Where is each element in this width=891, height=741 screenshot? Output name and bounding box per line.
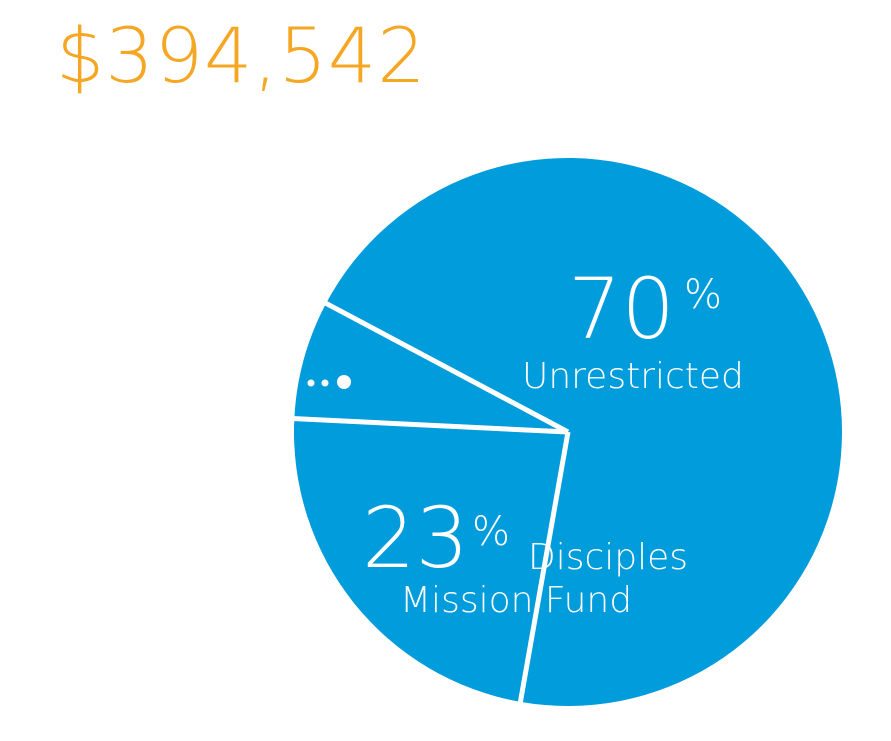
- pie-divider: [323, 300, 570, 435]
- pie-slice-disciples-mission-fund: [293, 418, 568, 702]
- pie-slice-dmf-label-line1: Disciples: [528, 537, 688, 578]
- pie-slices: [293, 158, 843, 706]
- pie-slice-: [294, 303, 568, 432]
- pie-slice-dmf-pct-label: 23: [362, 489, 469, 587]
- pie-slice-other-dot: [321, 379, 329, 387]
- pie-slice-other-dot: [337, 375, 351, 389]
- pie-slice-unrestricted-pct-sign: %: [684, 272, 722, 318]
- pie-slice-dmf-label-line2: Mission Fund: [400, 580, 632, 621]
- pie-divider: [517, 431, 571, 705]
- pie-slice-unrestricted-label: Unrestricted: [522, 356, 744, 397]
- pie-divider: [292, 416, 569, 435]
- pie-slice-dmf-pct-sign: %: [472, 509, 510, 555]
- pie-dividers: [292, 300, 571, 705]
- total-amount: $394,542: [56, 11, 427, 100]
- pie-slice-other-dot: [307, 379, 315, 387]
- pie-slice-unrestricted: [326, 158, 843, 706]
- pie-slice-unrestricted-pct-label: 70: [568, 260, 675, 358]
